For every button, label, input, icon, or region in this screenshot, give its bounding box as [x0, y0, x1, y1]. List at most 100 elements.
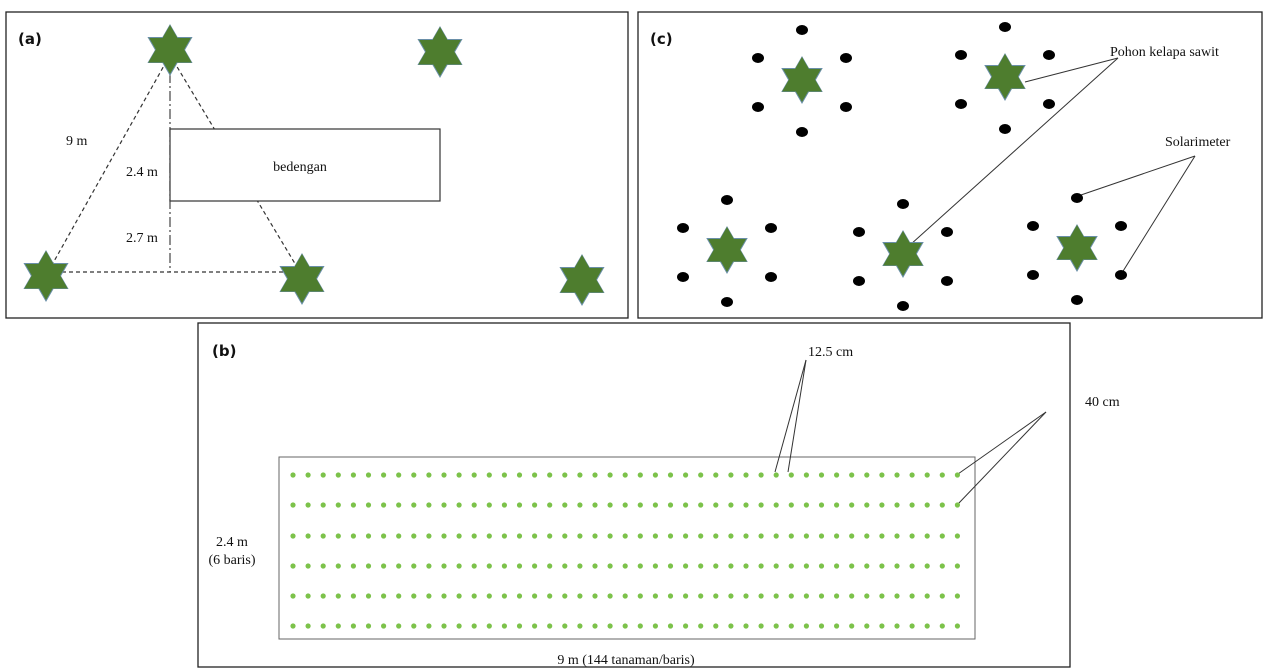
plant: [879, 472, 885, 478]
plant: [788, 472, 794, 478]
plant: [516, 533, 523, 539]
plant: [381, 623, 387, 629]
plant: [471, 472, 477, 478]
plant: [637, 472, 643, 478]
plant: [939, 623, 945, 629]
panel-label: (b): [212, 342, 236, 360]
plant: [773, 563, 779, 569]
plant: [396, 623, 402, 629]
plant: [290, 502, 296, 508]
plant: [516, 502, 523, 508]
plant: [834, 623, 840, 629]
plant: [365, 533, 372, 539]
bed: [278, 456, 976, 640]
plant: [577, 563, 583, 569]
gap-label: 2.7 m: [126, 231, 158, 246]
pointer: [909, 57, 1119, 246]
plant: [501, 563, 507, 569]
plant: [924, 533, 930, 539]
plant: [849, 593, 855, 599]
plant: [441, 502, 447, 508]
solarimeter: [941, 227, 953, 237]
plant: [728, 563, 734, 569]
plant: [486, 593, 492, 599]
plant: [698, 623, 704, 629]
plant: [547, 502, 553, 508]
plant: [864, 502, 870, 508]
plant: [698, 563, 704, 569]
star-core: [418, 27, 462, 65]
bed-label: bedengan: [273, 160, 327, 175]
plant: [834, 593, 840, 599]
plant: [728, 472, 734, 478]
plant: [713, 533, 719, 539]
plant: [803, 502, 810, 508]
plant: [320, 593, 326, 599]
plant: [713, 623, 719, 629]
plant: [486, 533, 492, 539]
plant: [743, 533, 749, 539]
solarimeter: [1043, 99, 1055, 109]
plant: [592, 563, 598, 569]
plant: [909, 533, 915, 539]
plant: [381, 502, 387, 508]
plant: [622, 502, 628, 508]
panel-b-frame: [197, 322, 1071, 668]
plant: [683, 593, 689, 599]
plant: [411, 533, 417, 539]
star-core: [1057, 225, 1097, 260]
plant: [924, 472, 930, 478]
plant: [350, 533, 356, 539]
solarimeter: [897, 301, 909, 311]
pointer: [957, 411, 1047, 475]
plant: [592, 533, 598, 539]
plant: [532, 623, 538, 629]
plant: [894, 593, 900, 599]
solarimeter: [941, 276, 953, 286]
plant: [803, 563, 810, 569]
plant: [713, 502, 719, 508]
plant: [471, 593, 477, 599]
plant: [939, 472, 945, 478]
width-label: 2.4 m: [216, 535, 248, 550]
plant: [562, 593, 568, 599]
plant: [441, 533, 447, 539]
palm-tree: [882, 229, 924, 279]
plant: [290, 623, 296, 629]
panel-label: (a): [18, 30, 42, 48]
plant: [864, 623, 870, 629]
plant: [909, 472, 915, 478]
plant: [954, 533, 961, 539]
plant: [818, 472, 825, 478]
plant: [532, 563, 538, 569]
plant: [803, 472, 810, 478]
plant: [335, 533, 341, 539]
plant: [365, 623, 372, 629]
plant: [652, 593, 659, 599]
plant: [683, 472, 689, 478]
plant: [864, 533, 870, 539]
solarimeter: [897, 199, 909, 209]
plant: [803, 623, 810, 629]
pointer: [1119, 155, 1196, 277]
plant: [471, 533, 477, 539]
plant: [834, 472, 840, 478]
plant: [773, 593, 779, 599]
plant: [667, 563, 674, 569]
plant: [486, 502, 492, 508]
plant: [788, 502, 794, 508]
plant: [758, 502, 764, 508]
plant: [909, 593, 915, 599]
plant: [683, 533, 689, 539]
plant: [562, 533, 568, 539]
solarimeter: [853, 276, 865, 286]
plant: [441, 593, 447, 599]
solarimeter: [752, 102, 764, 112]
plant: [486, 623, 492, 629]
solarimeter: [677, 223, 689, 233]
plant: [456, 533, 462, 539]
plant: [290, 533, 296, 539]
plant: [834, 563, 840, 569]
plant: [667, 623, 674, 629]
